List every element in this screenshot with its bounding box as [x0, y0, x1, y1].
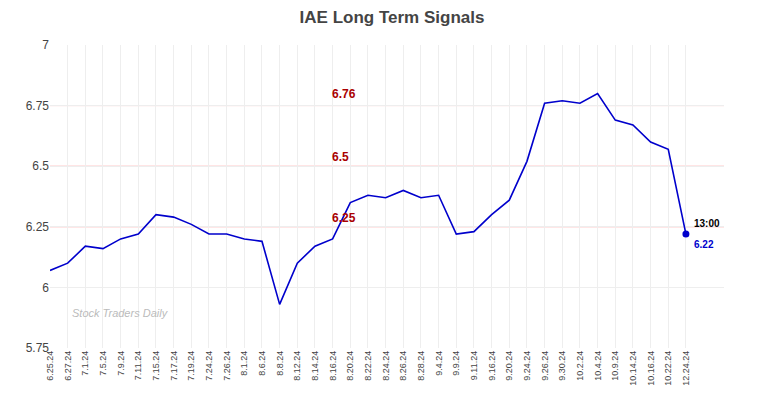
svg-text:6.25: 6.25	[332, 211, 356, 225]
svg-text:6.76: 6.76	[332, 87, 356, 101]
svg-text:IAE Long Term Signals: IAE Long Term Signals	[300, 8, 485, 27]
svg-text:8.6.24: 8.6.24	[257, 351, 267, 376]
svg-text:9.20.24: 9.20.24	[504, 351, 514, 381]
svg-text:9.24.24: 9.24.24	[522, 351, 532, 381]
svg-text:8.8.24: 8.8.24	[275, 351, 285, 376]
svg-text:6.5: 6.5	[332, 150, 349, 164]
svg-text:9.11.24: 9.11.24	[469, 351, 479, 380]
svg-text:8.28.24: 8.28.24	[416, 351, 426, 381]
svg-text:7.9.24: 7.9.24	[116, 351, 126, 376]
svg-text:6.22: 6.22	[694, 239, 714, 250]
svg-text:7.17.24: 7.17.24	[169, 351, 179, 381]
svg-text:7.24.24: 7.24.24	[204, 351, 214, 381]
svg-text:7.1.24: 7.1.24	[80, 351, 90, 376]
svg-text:8.24.24: 8.24.24	[381, 351, 391, 381]
svg-text:10.22.24: 10.22.24	[663, 351, 673, 386]
svg-text:9.16.24: 9.16.24	[487, 351, 497, 381]
svg-text:10.9.24: 10.9.24	[610, 351, 620, 381]
svg-text:9.4.24: 9.4.24	[434, 351, 444, 376]
svg-text:8.14.24: 8.14.24	[310, 351, 320, 381]
svg-text:8.22.24: 8.22.24	[363, 351, 373, 381]
svg-text:7.19.24: 7.19.24	[186, 351, 196, 381]
svg-text:12.24.24: 12.24.24	[681, 351, 691, 386]
svg-text:8.16.24: 8.16.24	[328, 351, 338, 381]
svg-text:6.25: 6.25	[26, 220, 50, 234]
svg-text:6.27.24: 6.27.24	[63, 351, 73, 381]
svg-text:9.9.24: 9.9.24	[451, 351, 461, 376]
svg-text:6.5: 6.5	[32, 159, 49, 173]
svg-text:5.75: 5.75	[26, 341, 50, 355]
svg-text:10.16.24: 10.16.24	[646, 351, 656, 386]
svg-text:8.12.24: 8.12.24	[292, 351, 302, 381]
svg-text:9.26.24: 9.26.24	[540, 351, 550, 381]
svg-text:7: 7	[42, 38, 49, 52]
svg-text:8.20.24: 8.20.24	[345, 351, 355, 381]
svg-text:10.14.24: 10.14.24	[628, 351, 638, 386]
svg-text:6.75: 6.75	[26, 99, 50, 113]
svg-text:7.11.24: 7.11.24	[133, 351, 143, 380]
svg-text:8.26.24: 8.26.24	[398, 351, 408, 381]
svg-text:7.26.24: 7.26.24	[222, 351, 232, 381]
svg-text:Stock Traders Daily: Stock Traders Daily	[72, 307, 169, 319]
svg-text:8.1.24: 8.1.24	[239, 351, 249, 376]
svg-text:10.2.24: 10.2.24	[575, 351, 585, 381]
svg-text:9.30.24: 9.30.24	[557, 351, 567, 381]
svg-text:7.5.24: 7.5.24	[98, 351, 108, 376]
svg-text:6.25.24: 6.25.24	[45, 351, 55, 381]
svg-text:7.15.24: 7.15.24	[151, 351, 161, 381]
svg-text:10.4.24: 10.4.24	[593, 351, 603, 381]
svg-text:13:00: 13:00	[694, 218, 720, 229]
svg-text:6: 6	[42, 281, 49, 295]
